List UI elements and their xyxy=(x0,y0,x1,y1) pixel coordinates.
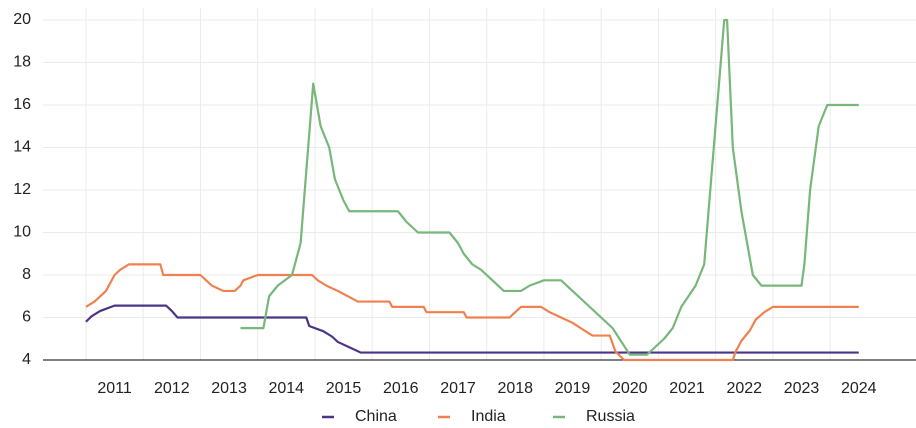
x-tick-label: 2013 xyxy=(211,380,247,397)
x-tick-label: 2014 xyxy=(268,380,304,397)
x-tick-label: 2019 xyxy=(555,380,591,397)
legend-label: India xyxy=(471,408,506,425)
y-tick-label: 12 xyxy=(13,181,31,198)
x-tick-label: 2015 xyxy=(326,380,362,397)
x-tick-label: 2020 xyxy=(612,380,648,397)
x-tick-label: 2021 xyxy=(669,380,705,397)
x-tick-label: 2018 xyxy=(497,380,533,397)
y-tick-label: 20 xyxy=(13,11,31,28)
x-tick-label: 2022 xyxy=(726,380,762,397)
y-tick-label: 4 xyxy=(22,351,31,368)
y-tick-label: 16 xyxy=(13,96,31,113)
legend-label: China xyxy=(355,408,397,425)
x-tick-label: 2011 xyxy=(97,380,132,397)
legend-label: Russia xyxy=(586,408,635,425)
y-tick-label: 10 xyxy=(13,224,31,241)
y-tick-label: 18 xyxy=(13,54,31,71)
y-tick-label: 8 xyxy=(22,266,31,283)
y-tick-label: 6 xyxy=(22,309,31,326)
x-tick-label: 2017 xyxy=(440,380,476,397)
y-tick-label: 14 xyxy=(13,139,31,156)
series-line xyxy=(240,18,859,356)
series-line xyxy=(85,304,859,354)
series-line xyxy=(85,263,859,362)
x-tick-label: 2016 xyxy=(383,380,419,397)
x-tick-label: 2012 xyxy=(154,380,190,397)
x-tick-label: 2024 xyxy=(841,380,877,397)
x-tick-label: 2023 xyxy=(784,380,820,397)
